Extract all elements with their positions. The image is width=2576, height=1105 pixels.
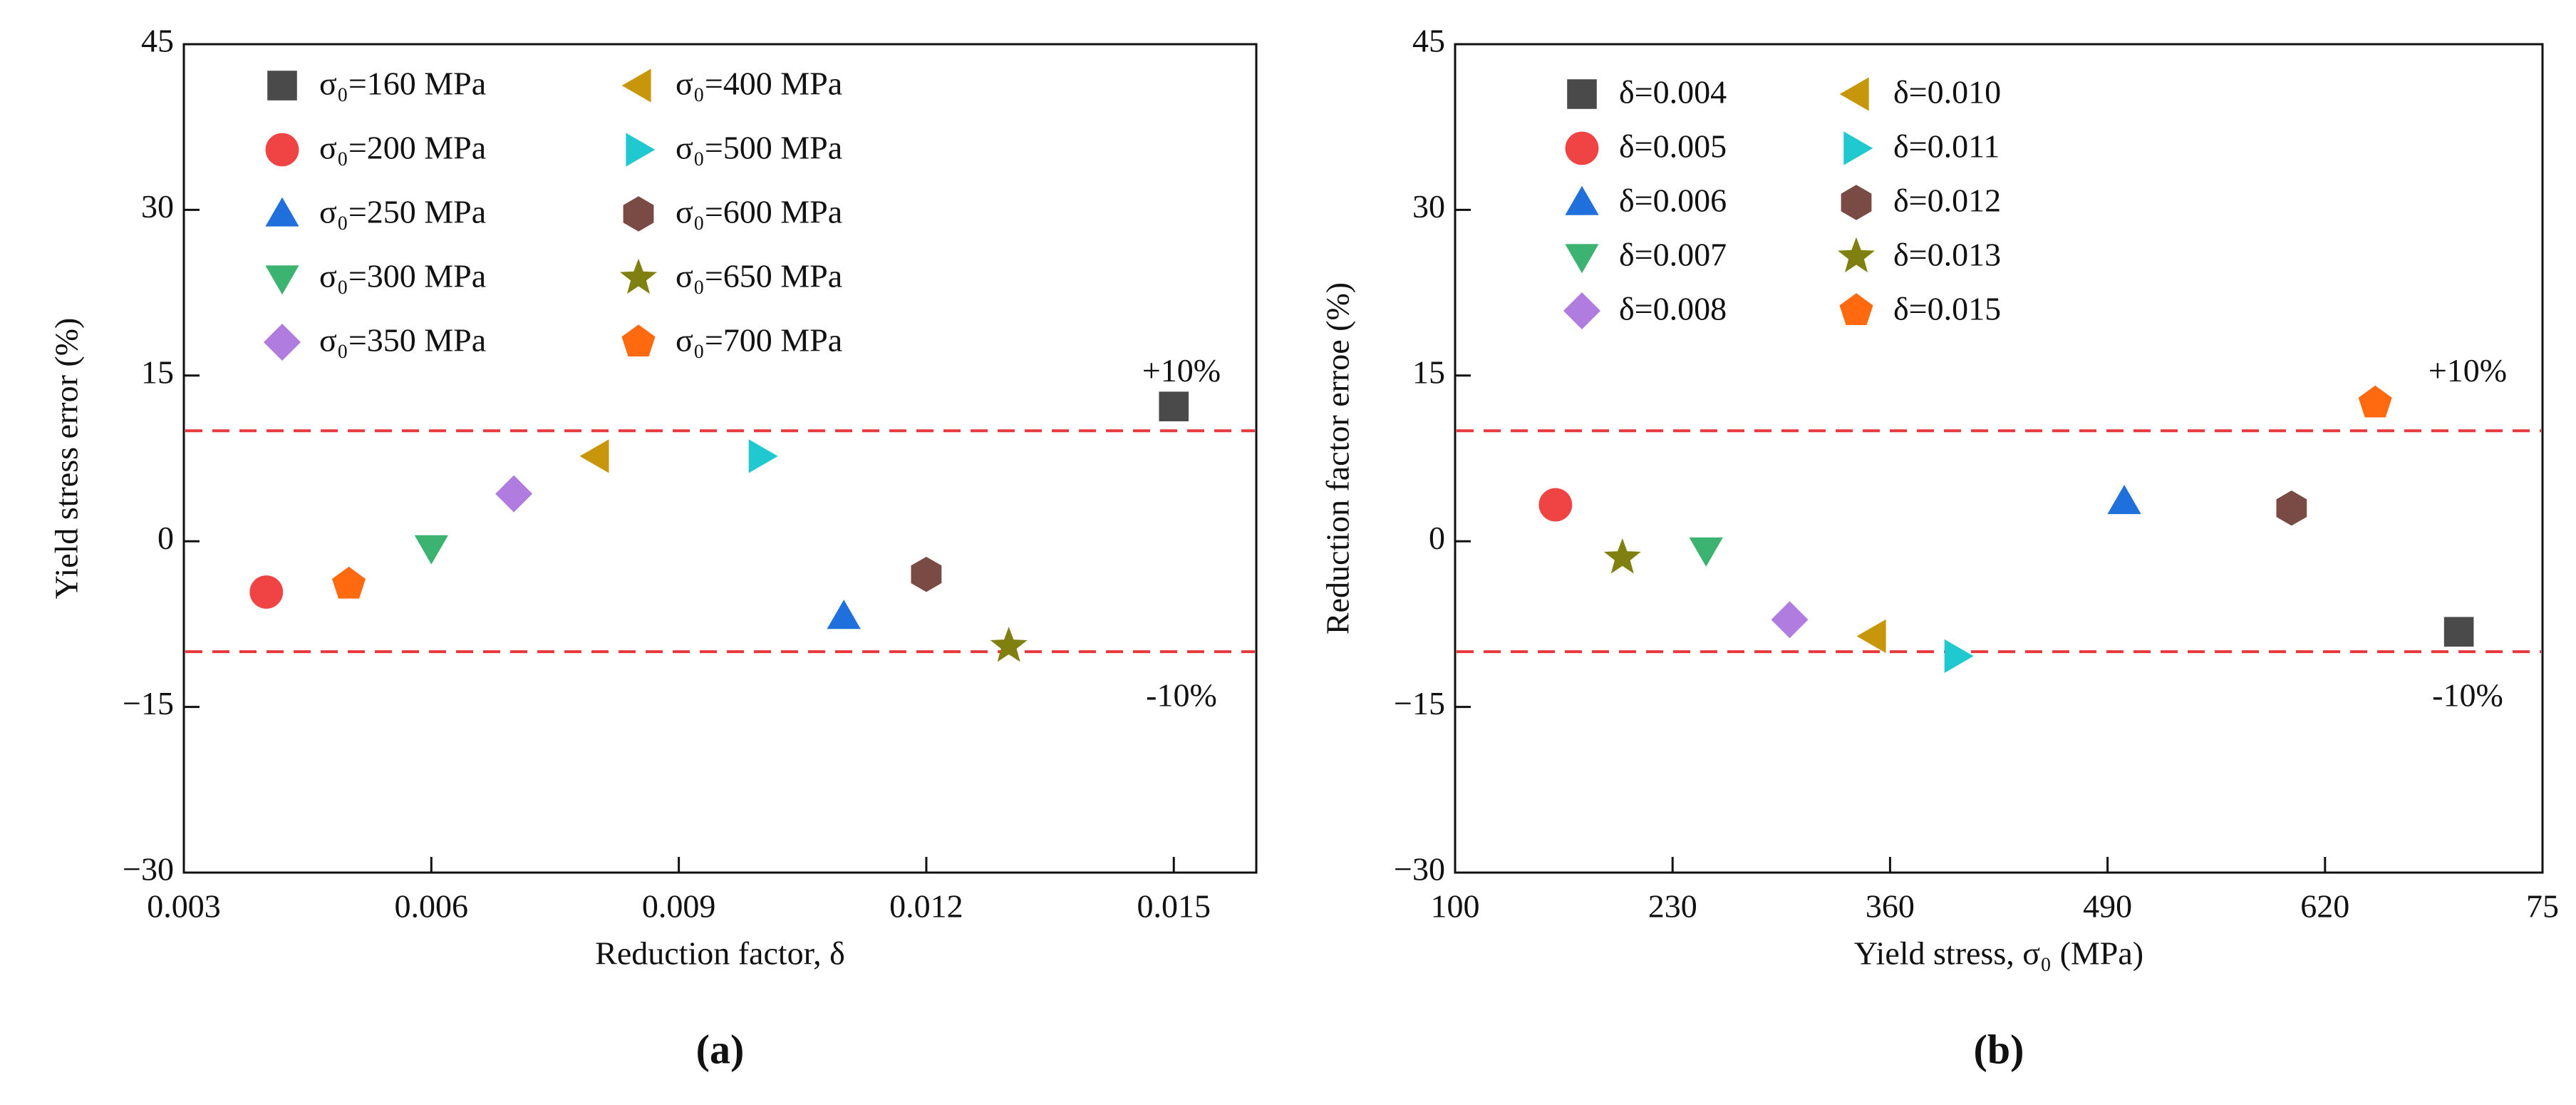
legend-marker	[1565, 185, 1599, 215]
x-tick-label: 0.009	[642, 888, 716, 925]
panel-label: (a)	[696, 1026, 745, 1072]
x-tick-label: 620	[2300, 888, 2349, 925]
legend-marker	[1567, 79, 1597, 109]
plot-frame	[182, 43, 1258, 874]
legend-label: δ=0.015	[1893, 291, 2001, 327]
panel-label: (b)	[1974, 1026, 2024, 1072]
data-point	[495, 475, 533, 513]
data-point	[748, 439, 778, 473]
legend-marker	[1565, 131, 1599, 165]
legend-marker	[265, 133, 299, 167]
legend-label: δ=0.004	[1619, 74, 1727, 110]
data-point	[1538, 488, 1573, 522]
data-point	[1856, 619, 1886, 654]
legend-marker	[264, 324, 301, 361]
legend-label: σ₀=160 MPa	[319, 66, 486, 102]
data-point	[249, 575, 284, 609]
data-point	[1689, 537, 1723, 567]
legend-marker	[621, 68, 651, 103]
x-tick-label: 490	[2083, 888, 2132, 925]
y-tick-label: 15	[1412, 354, 1445, 390]
x-tick-label: 100	[1431, 888, 1480, 925]
data-point	[1771, 601, 1809, 639]
legend-label: δ=0.010	[1893, 74, 2001, 110]
y-axis-label: Reduction factor erroe (%)	[1320, 282, 1356, 634]
legend-label: δ=0.006	[1619, 183, 1727, 219]
x-tick-label: 0.012	[889, 888, 963, 925]
legend-label: σ₀=500 MPa	[676, 130, 842, 166]
legend-label: σ₀=650 MPa	[676, 258, 842, 294]
legend-marker	[267, 71, 297, 101]
y-tick-label: 0	[1429, 520, 1445, 556]
x-tick-label: 0.015	[1137, 888, 1211, 925]
y-tick-label: −15	[123, 685, 174, 721]
data-point	[911, 557, 942, 592]
data-point	[1603, 538, 1641, 574]
x-tick-label: 0.003	[147, 888, 221, 925]
legend-marker	[265, 265, 299, 295]
data-point	[579, 439, 609, 473]
legend-label: δ=0.013	[1893, 237, 2001, 273]
legend-marker	[1843, 131, 1873, 165]
y-tick-label: 0	[157, 520, 174, 556]
y-tick-label: 30	[1412, 188, 1445, 225]
y-tick-label: −30	[1394, 851, 1445, 888]
y-tick-label: 15	[141, 354, 174, 390]
legend-marker	[265, 197, 299, 227]
legend-label: σ₀=350 MPa	[319, 322, 486, 359]
legend-label: δ=0.007	[1619, 237, 1727, 273]
legend-label: σ₀=300 MPa	[319, 258, 486, 294]
data-point	[414, 535, 448, 565]
data-point	[2276, 490, 2307, 526]
y-tick-label: 45	[1412, 23, 1445, 59]
legend-marker	[621, 324, 656, 356]
legend-marker	[623, 196, 654, 232]
data-point	[827, 600, 861, 629]
legend-marker	[1839, 293, 1873, 325]
legend-marker	[1838, 237, 1875, 273]
plot-frame	[1454, 43, 2544, 874]
data-point	[990, 627, 1028, 662]
data-point	[332, 566, 366, 599]
legend-marker	[1841, 185, 1872, 220]
x-tick-label: 0.006	[395, 888, 469, 925]
legend-label: σ₀=200 MPa	[319, 130, 486, 166]
x-tick-label: 230	[1648, 888, 1697, 925]
legend-label: σ₀=600 MPa	[676, 194, 842, 230]
legend-label: σ₀=250 MPa	[319, 194, 486, 230]
legend-marker	[1839, 77, 1869, 111]
y-tick-label: −30	[123, 851, 174, 888]
legend-marker	[1563, 292, 1600, 329]
data-point	[2107, 485, 2141, 515]
legend-label: σ₀=700 MPa	[676, 322, 842, 359]
data-point	[2443, 617, 2474, 647]
data-point	[1944, 639, 1974, 673]
x-tick-label: 360	[1866, 888, 1915, 925]
reference-label: +10%	[2428, 352, 2507, 389]
legend-label: δ=0.008	[1619, 291, 1727, 327]
x-axis-label: Reduction factor, δ	[595, 935, 845, 972]
legend-marker	[1565, 244, 1599, 274]
legend-marker	[620, 258, 657, 294]
y-tick-label: 30	[141, 188, 174, 225]
y-axis-label: Yield stress error (%)	[48, 318, 85, 600]
legend-marker	[626, 133, 656, 167]
reference-label: +10%	[1142, 352, 1221, 389]
y-tick-label: −15	[1394, 685, 1445, 721]
legend-label: δ=0.005	[1619, 128, 1727, 165]
x-axis-label: Yield stress, σ₀ (MPa)	[1854, 935, 2143, 972]
reference-label: -10%	[1146, 677, 1217, 714]
y-tick-label: 45	[141, 23, 174, 59]
data-point	[2358, 385, 2392, 418]
x-tick-label: 75	[2526, 888, 2559, 925]
legend-label: σ₀=400 MPa	[676, 66, 842, 102]
legend-label: δ=0.011	[1893, 128, 2000, 165]
data-point	[1159, 391, 1189, 421]
reference-label: -10%	[2432, 677, 2503, 714]
legend-label: δ=0.012	[1893, 183, 2001, 219]
